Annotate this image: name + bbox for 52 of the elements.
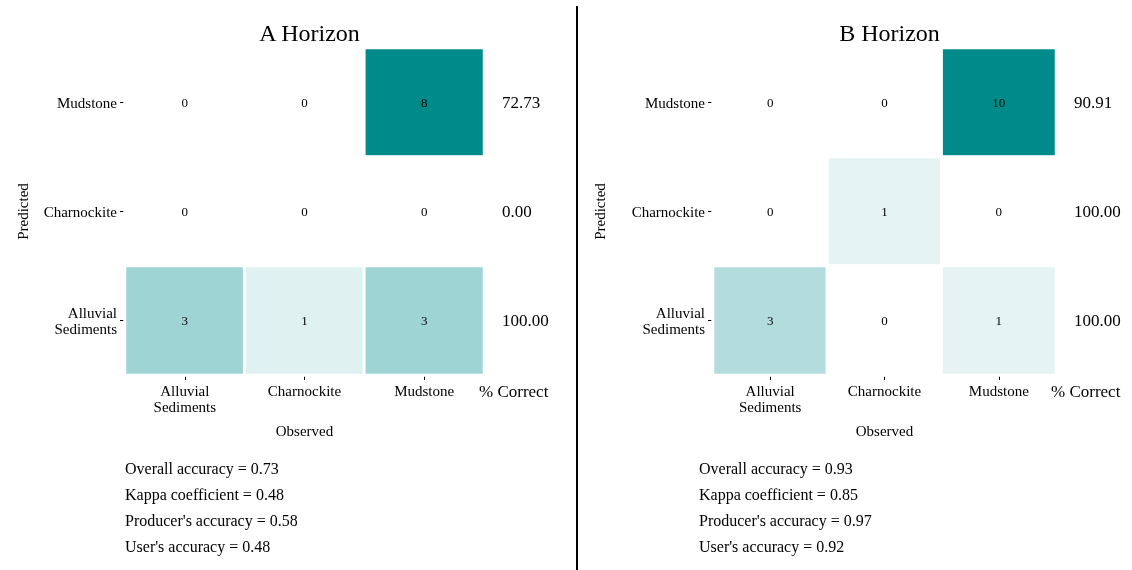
y-tick-label: Alluvial Sediments (54, 304, 118, 337)
y-axis-title: Predicted (14, 182, 31, 240)
y-tick-label: Charnockite (631, 203, 706, 220)
data-label: 0 (881, 313, 888, 328)
data-label: 0 (420, 204, 428, 219)
x-axis-title: Observed (855, 422, 914, 439)
x-tick-label: Mudstone (394, 383, 455, 399)
y2-axis-title: % Correct (1051, 382, 1121, 401)
data-label: 0 (181, 204, 189, 219)
chart-title: A Horizon (259, 20, 360, 46)
data-label: 0 (301, 95, 308, 110)
y2-tick-label: 100.00 (1074, 202, 1121, 221)
text: Kappa coefficient = 0.48 (125, 485, 285, 506)
text: Overall accuracy = 0.93 (699, 459, 854, 480)
y2-tick-label: 100.00 (1074, 311, 1121, 330)
y-tick-label: Charnockite (43, 203, 118, 220)
x-tick-label: Mudstone (968, 383, 1030, 399)
data-label: 8 (420, 95, 428, 110)
data-label: 3 (766, 313, 774, 328)
data-label: 1 (881, 204, 888, 219)
y-tick-label: Mudstone (57, 94, 118, 111)
data-label: 10 (992, 95, 1006, 110)
text: Kappa coefficient = 0.85 (699, 485, 859, 506)
x-tick-label: Alluvial Sediments (153, 383, 217, 415)
data-label: 0 (881, 95, 888, 110)
text: Producer's accuracy = 0.58 (125, 511, 298, 532)
y2-tick-label: 72.73 (502, 93, 541, 112)
data-label: 0 (181, 95, 189, 110)
text: Overall accuracy = 0.73 (125, 459, 280, 480)
y-tick-label: Alluvial Sediments (642, 304, 706, 337)
data-label: 0 (995, 204, 1003, 219)
x-tick-label: Charnockite (847, 383, 922, 399)
y-axis-title: Predicted (591, 182, 608, 240)
text: User's accuracy = 0.48 (125, 537, 272, 558)
data-label: 1 (995, 313, 1003, 328)
data-label: 0 (766, 95, 774, 110)
text: User's accuracy = 0.92 (699, 537, 846, 558)
y2-axis-title: % Correct (479, 382, 549, 401)
y2-tick-label: 0.00 (502, 202, 532, 221)
y2-tick-label: 90.91 (1074, 93, 1113, 112)
text: Producer's accuracy = 0.97 (699, 511, 872, 532)
chart-title: B Horizon (839, 20, 940, 46)
data-label: 0 (766, 204, 774, 219)
data-label: 3 (181, 313, 189, 328)
data-label: 3 (420, 313, 428, 328)
x-tick-label: Alluvial Sediments (738, 383, 802, 415)
y2-tick-label: 100.00 (502, 311, 549, 330)
y-tick-label: Mudstone (645, 94, 706, 111)
x-tick-label: Charnockite (267, 383, 342, 399)
x-axis-title: Observed (275, 422, 334, 439)
data-label: 0 (301, 204, 308, 219)
data-label: 1 (301, 313, 308, 328)
